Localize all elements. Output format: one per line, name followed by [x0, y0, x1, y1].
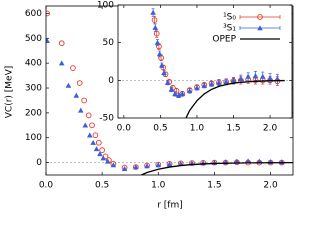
- legend-label: ³S₁: [223, 24, 236, 34]
- data-point: [121, 165, 128, 172]
- data-point: [110, 162, 117, 168]
- x-tick-label: 0.5: [95, 181, 109, 191]
- data-point: [46, 37, 50, 44]
- data-point: [151, 17, 158, 23]
- line-series: [185, 79, 285, 118]
- data-point: [46, 10, 50, 17]
- data-point: [201, 82, 208, 88]
- series-layer: [150, 8, 285, 118]
- x-tick-label: 0.0: [117, 124, 132, 134]
- x-tick-label: 2.0: [263, 124, 278, 134]
- y-tick-label: 0: [108, 76, 114, 86]
- y-axis-label: VC(r) [MeV]: [5, 66, 15, 119]
- plot-area: [118, 5, 292, 118]
- data-point: [154, 39, 161, 45]
- data-point: [173, 88, 180, 94]
- data-point: [274, 76, 281, 82]
- data-point: [175, 92, 182, 98]
- data-point: [238, 76, 244, 82]
- data-point: [267, 75, 273, 81]
- data-point: [81, 97, 88, 104]
- series-layer: [46, 10, 293, 175]
- legend-marker: [257, 14, 263, 20]
- data-point: [58, 40, 65, 47]
- data-point: [161, 70, 167, 76]
- x-axis-label: r [fm]: [157, 201, 183, 211]
- data-point: [208, 81, 215, 87]
- legend-label: OPEP: [212, 35, 236, 45]
- data-point: [159, 62, 165, 68]
- data-point: [58, 60, 65, 66]
- plot-frame: [117, 4, 293, 119]
- y-tick-label: 100: [25, 133, 42, 143]
- data-point: [155, 162, 162, 168]
- y-tick-label: 100: [97, 1, 114, 11]
- data-point: [245, 158, 251, 164]
- x-tick-label: 0.5: [153, 124, 167, 134]
- line-series: [140, 162, 293, 175]
- y-tick-label: 200: [25, 108, 42, 118]
- y-tick-label: 500: [25, 34, 42, 44]
- x-tick-label: 2.0: [263, 181, 278, 191]
- data-point: [100, 155, 107, 161]
- y-tick-label: 50: [103, 38, 115, 48]
- data-point: [164, 79, 171, 85]
- data-point: [186, 88, 193, 94]
- data-point: [179, 91, 186, 97]
- data-point: [259, 73, 266, 79]
- data-point: [152, 24, 159, 30]
- y-tick-label: 600: [25, 9, 42, 19]
- chart: r [fm] VC(r) [MeV] 0.0 0.5 1.0 1.5 2.0 0 100 20…: [5, 1, 294, 211]
- data-point: [216, 79, 222, 85]
- data-point: [99, 147, 105, 153]
- data-point: [95, 139, 102, 146]
- data-point: [82, 122, 89, 128]
- data-point: [144, 163, 150, 169]
- data-point: [86, 132, 93, 138]
- y-tick-label: -50: [99, 114, 114, 124]
- data-point: [104, 158, 111, 164]
- data-point: [234, 158, 240, 164]
- x-tick-label: 1.0: [151, 181, 166, 191]
- data-point: [97, 151, 103, 157]
- data-point: [65, 82, 72, 88]
- data-point: [92, 132, 99, 139]
- x-tick-label: 1.5: [226, 124, 240, 134]
- data-point: [252, 73, 259, 79]
- data-point: [168, 86, 175, 92]
- data-point: [90, 139, 96, 145]
- data-point: [194, 85, 200, 91]
- x-tick-label: 0.0: [39, 181, 54, 191]
- x-tick-label: 1.5: [207, 181, 221, 191]
- y-tick-label: 0: [36, 158, 42, 168]
- y-tick-label: 300: [25, 84, 42, 94]
- legend-label: ¹S₀: [223, 13, 236, 23]
- data-point: [223, 79, 230, 85]
- y-tick-label: 400: [25, 59, 42, 69]
- data-point: [172, 91, 178, 97]
- data-point: [230, 77, 237, 83]
- data-point: [150, 9, 156, 15]
- legend-marker: [257, 25, 263, 31]
- page: r [fm] VC(r) [MeV] 0.0 0.5 1.0 1.5 2.0 0 100 20…: [4, 0, 294, 211]
- data-point: [73, 92, 80, 98]
- data-point: [78, 107, 84, 113]
- data-point: [85, 112, 92, 119]
- data-point: [133, 164, 139, 170]
- x-tick-label: 1.0: [190, 124, 205, 134]
- data-point: [93, 146, 100, 152]
- data-point: [89, 122, 95, 129]
- data-point: [245, 73, 251, 79]
- data-point: [70, 65, 76, 71]
- data-point: [166, 161, 173, 167]
- data-point: [76, 80, 83, 86]
- data-point: [156, 51, 163, 57]
